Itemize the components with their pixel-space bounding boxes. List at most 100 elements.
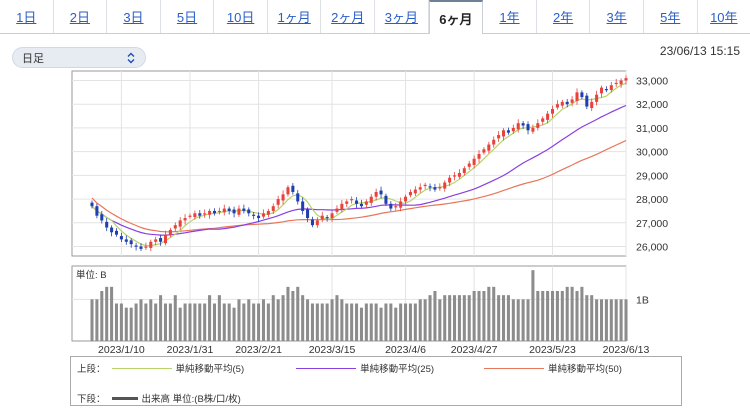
candle-body	[320, 215, 324, 219]
candle-body	[467, 163, 471, 167]
volume-bar	[252, 303, 256, 341]
tab-13[interactable]: 10年	[710, 10, 738, 25]
interval-select[interactable]: 日足	[12, 47, 146, 68]
volume-bar	[389, 303, 393, 341]
tab-6[interactable]: 2ヶ月	[321, 0, 376, 33]
tab-1[interactable]: 2日	[54, 0, 108, 33]
candle-body	[453, 175, 457, 177]
candle-body	[134, 245, 138, 247]
tab-8[interactable]: 6ヶ月	[428, 0, 484, 34]
candle-body	[105, 221, 109, 228]
candle-body	[399, 201, 403, 208]
volume-bar	[399, 303, 403, 341]
volume-bar	[95, 299, 99, 341]
candle-body	[497, 135, 501, 139]
volume-bar	[369, 303, 373, 341]
legend-volume: 出来高 単位:(B株/口/枚)	[106, 391, 241, 405]
volume-bar	[325, 303, 329, 341]
volume-bar	[257, 303, 261, 341]
volume-bar	[599, 299, 604, 341]
volume-bar	[614, 299, 618, 341]
volume-bar	[359, 307, 363, 341]
tab-9[interactable]: 1年	[483, 0, 537, 33]
volume-bar	[443, 295, 447, 341]
volume-bar	[580, 286, 584, 341]
volume-bar	[575, 291, 579, 341]
candle-body	[90, 202, 94, 207]
tab-0[interactable]: 1日	[0, 0, 54, 33]
candle-body	[502, 130, 506, 137]
candle-body	[124, 239, 128, 242]
candle-body	[252, 214, 256, 216]
volume-bar	[301, 295, 305, 341]
tab-5[interactable]: 1ヶ月	[268, 0, 322, 33]
candle-body	[384, 195, 388, 204]
volume-bar	[433, 291, 437, 341]
candle-body	[315, 220, 319, 226]
tab-10[interactable]: 2年	[537, 0, 591, 33]
candle-body	[599, 87, 604, 94]
candle-body	[487, 144, 491, 151]
tab-11[interactable]: 3年	[590, 0, 644, 33]
price-tick-label: 31,000	[636, 123, 668, 135]
volume-bar	[506, 295, 510, 341]
volume-bar	[511, 299, 515, 341]
candle-body	[418, 187, 422, 190]
volume-bar	[261, 299, 265, 341]
legend-ma5-swatch	[111, 367, 172, 369]
candle-body	[173, 225, 177, 229]
candle-body	[624, 78, 628, 81]
candle-body	[555, 104, 559, 108]
tab-4[interactable]: 10日	[214, 0, 268, 33]
legend-ma50-swatch	[484, 367, 545, 369]
x-tick-label: 2023/1/10	[98, 344, 145, 356]
volume-bar	[472, 291, 476, 341]
volume-bar	[242, 303, 246, 341]
candle-body	[271, 206, 275, 211]
candle-body	[129, 240, 133, 245]
interval-select-value: 日足	[22, 52, 44, 65]
candle-body	[580, 92, 584, 98]
candle-body	[345, 201, 349, 204]
tab-7[interactable]: 3ヶ月	[375, 0, 429, 33]
volume-bar	[560, 291, 564, 341]
volume-bar	[487, 286, 491, 341]
candle-body	[521, 123, 525, 126]
candle-body	[472, 158, 476, 165]
volume-bar	[310, 303, 314, 341]
ma25-line	[91, 104, 627, 236]
volume-bar	[482, 291, 486, 341]
candle-body	[227, 208, 231, 211]
volume-bar	[550, 291, 555, 341]
timestamp: 23/06/13 15:15	[659, 44, 740, 58]
x-tick-label: 2023/2/21	[235, 344, 282, 356]
candle-body	[560, 101, 564, 106]
price-tick-label: 32,000	[636, 99, 668, 111]
price-tick-label: 33,000	[636, 75, 668, 87]
candle-body	[203, 213, 207, 215]
candle-body	[306, 209, 310, 219]
candle-body	[198, 213, 202, 216]
tab-3[interactable]: 5日	[161, 0, 215, 33]
candle-body	[565, 101, 569, 105]
volume-bar	[149, 299, 153, 341]
volume-bar	[119, 303, 123, 341]
candle-body	[168, 229, 172, 235]
volume-bar	[609, 299, 613, 341]
candle-body	[423, 184, 427, 187]
tab-12[interactable]: 5年	[644, 0, 698, 33]
volume-bar	[604, 299, 608, 341]
x-tick-label: 2023/4/27	[451, 344, 498, 356]
x-tick-label: 2023/1/31	[167, 344, 214, 356]
candle-body	[457, 172, 461, 177]
candle-body	[619, 80, 623, 85]
candle-body	[595, 94, 599, 102]
tab-2[interactable]: 3日	[107, 0, 161, 33]
price-tick-label: 29,000	[636, 170, 668, 182]
candle-body	[550, 108, 555, 114]
candle-body	[286, 187, 290, 195]
volume-bar	[364, 303, 368, 341]
volume-bar	[266, 303, 270, 341]
candle-body	[217, 210, 221, 213]
legend-lower-label: 下段：	[77, 394, 106, 405]
